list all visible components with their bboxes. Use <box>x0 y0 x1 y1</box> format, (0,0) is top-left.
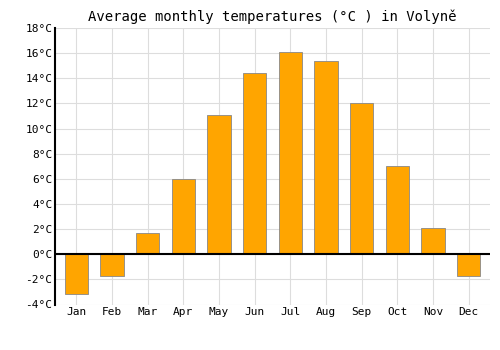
Bar <box>243 73 266 254</box>
Bar <box>350 103 373 254</box>
Bar <box>172 179 195 254</box>
Bar <box>65 254 88 294</box>
Bar <box>208 115 231 254</box>
Bar <box>386 166 409 254</box>
Bar <box>314 61 338 254</box>
Bar <box>457 254 480 275</box>
Bar <box>136 233 160 254</box>
Bar <box>100 254 124 275</box>
Title: Average monthly temperatures (°C ) in Volyně: Average monthly temperatures (°C ) in Vo… <box>88 9 457 24</box>
Bar <box>278 52 302 254</box>
Bar <box>422 228 444 254</box>
